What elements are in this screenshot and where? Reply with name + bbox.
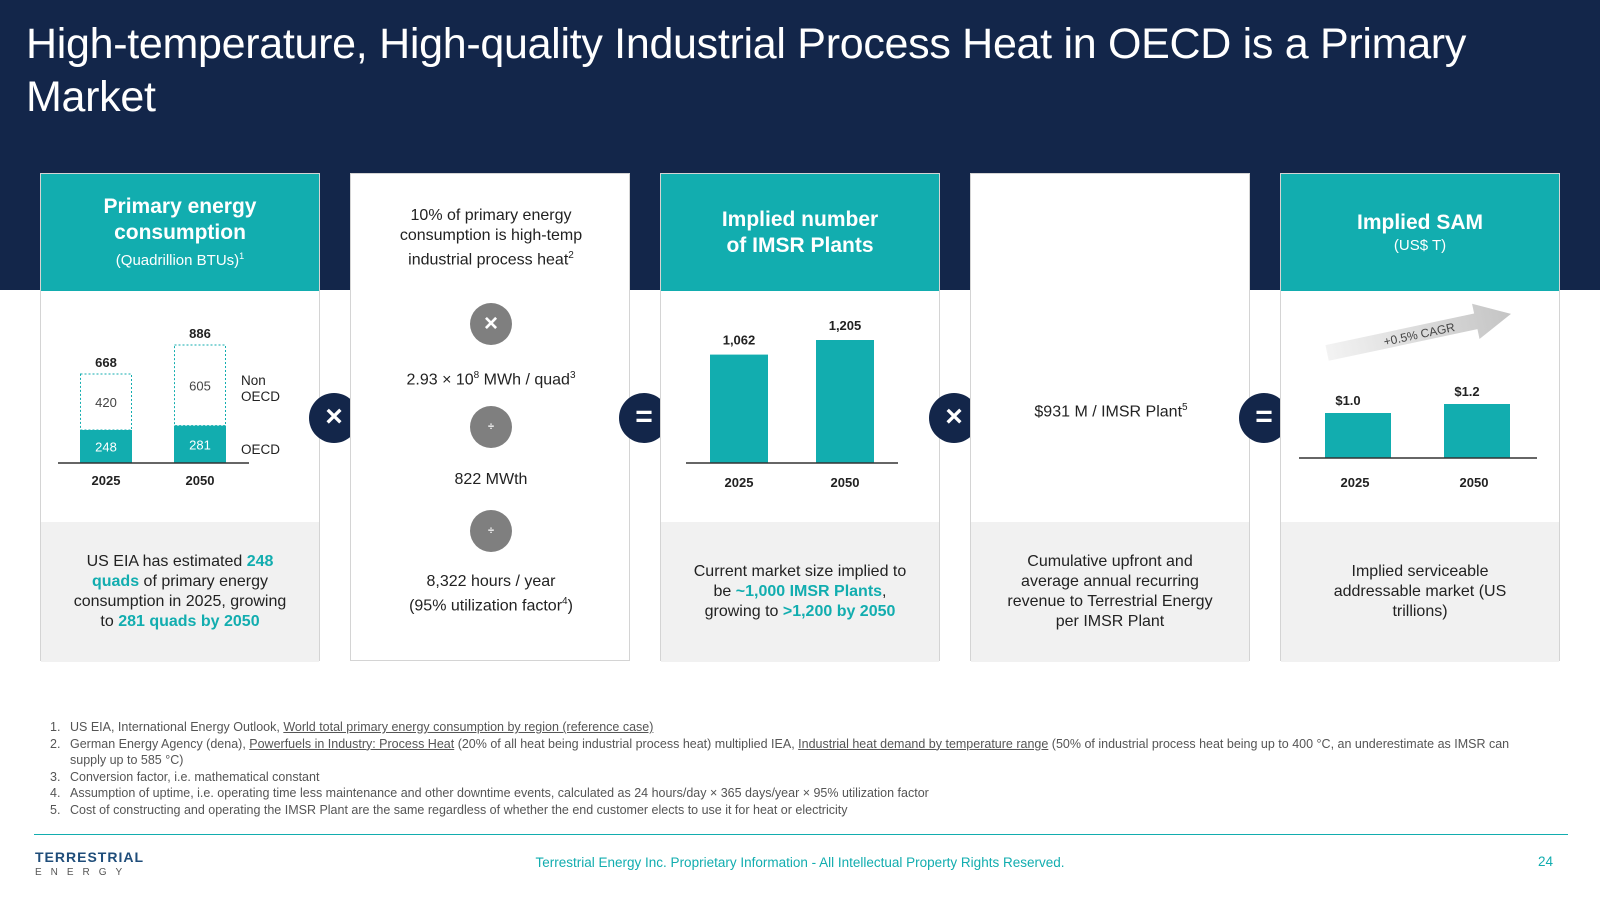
bar [710, 354, 768, 463]
card-header: Implied SAM (US$ T) [1281, 174, 1559, 291]
card-implied-sam: Implied SAM (US$ T) +0.5% CAGR $1.0 2025 $… [1280, 173, 1560, 662]
bar-oecd [80, 429, 132, 463]
legend-non-oecd-1: Non [241, 373, 266, 388]
bar [1325, 413, 1391, 458]
bar-label-oecd: 281 [189, 437, 211, 452]
page-number: 24 [1538, 854, 1554, 869]
x-tick-label: 2025 [1341, 475, 1370, 490]
card-footer: Current market size implied to be ~1,000… [661, 522, 939, 662]
legend-non-oecd-2: OECD [241, 389, 280, 404]
divide-icon: ÷ [470, 510, 512, 552]
bar-label-non-oecd: 420 [95, 395, 117, 410]
footer-divider [34, 834, 1568, 835]
bar-value-label: 1,062 [723, 333, 756, 348]
page-title: High-temperature, High-quality Industria… [26, 20, 1467, 121]
divide-icon: ÷ [470, 406, 512, 448]
bar-label-oecd: 248 [95, 439, 117, 454]
bar-value-label: 1,205 [829, 318, 862, 333]
footnote-link[interactable]: Industrial heat demand by temperature ra… [798, 736, 1049, 751]
footnote-4: 4. Assumption of uptime, i.e. operating t… [50, 786, 929, 801]
plants-chart: 1,062 2025 1,205 2050 [686, 318, 898, 490]
card-heading-2: of IMSR Plants [726, 233, 874, 257]
x-tick-label: 2025 [92, 473, 121, 488]
bar-label-non-oecd: 605 [189, 378, 211, 393]
footnote-5: 5. Cost of constructing and operating the… [50, 802, 848, 817]
x-tick-label: 2050 [1460, 475, 1489, 490]
bar [1444, 404, 1510, 458]
card-process-heat: 10% of primary energy consumption is hig… [350, 173, 630, 661]
card-heading: Implied SAM [1356, 210, 1483, 234]
x-tick-label: 2050 [186, 473, 215, 488]
card-heading-1: Implied number [721, 207, 879, 231]
footnotes: 1. US EIA, International Energy Outlook, … [50, 719, 1510, 819]
conversion-text: 2.93 × 108 MWh / quad3 [406, 370, 576, 389]
hours-text: 8,322 hours / year (95% utilization fact… [409, 573, 573, 615]
card-subheading: (US$ T) [1393, 236, 1447, 254]
company-logo-subtext: ENERGY [35, 867, 132, 878]
proprietary-notice: Terrestrial Energy Inc. Proprietary Info… [535, 855, 1065, 870]
card-subheading: (Quadrillion BTUs)1 [115, 251, 245, 269]
x-tick-label: 2025 [725, 475, 754, 490]
footnote-2: 2. German Energy Agency (dena), Powerfuel… [50, 736, 1510, 768]
bar-value-label: $1.2 [1454, 384, 1479, 399]
bar-oecd [174, 425, 226, 463]
revenue-per-plant-value: $931 M / IMSR Plant5 [1034, 402, 1188, 421]
process-heat-text: 10% of primary energy consumption is hig… [399, 207, 583, 269]
footnote-1: 1. US EIA, International Energy Outlook, … [50, 720, 654, 734]
footnote-3: 3. Conversion factor, i.e. mathematical c… [50, 769, 320, 784]
card-revenue-per-plant: $931 M / IMSR Plant5 Cumulative upfront … [970, 173, 1250, 662]
energy-chart: 248 420 668 2025 281 605 886 2050 Non OECD OECD [58, 326, 280, 488]
x-tick-label: 2050 [831, 475, 860, 490]
footnote-link[interactable]: World total primary energy consumption b… [283, 720, 654, 734]
card-primary-energy: Primary energy consumption (Quadrillion … [40, 173, 320, 662]
card-footer: Cumulative upfront and average annual re… [971, 522, 1249, 662]
bar-value-label: $1.0 [1335, 393, 1360, 408]
plant-capacity-text: 822 MWth [454, 471, 528, 488]
card-header: Implied number of IMSR Plants [661, 174, 939, 291]
cagr-label: +0.5% CAGR [1382, 320, 1456, 349]
sam-chart: +0.5% CAGR $1.0 2025 $1.2 2050 [1299, 303, 1537, 490]
card-header: Primary energy consumption (Quadrillion … [41, 174, 319, 291]
card-footer: Implied serviceable addressable market (… [1281, 522, 1559, 662]
card-imsr-plants: Implied number of IMSR Plants 1,062 2025 1… [660, 173, 940, 662]
bar [816, 340, 874, 463]
footnote-link[interactable]: Powerfuels in Industry: Process Heat [249, 736, 455, 751]
bar-non-oecd [174, 344, 226, 427]
card-footer: US EIA has estimated 248 quads of primar… [41, 522, 319, 662]
cagr-arrow-icon: +0.5% CAGR [1325, 303, 1511, 361]
bar-total-label: 886 [189, 326, 211, 341]
bar-total-label: 668 [95, 355, 117, 370]
bar-non-oecd [80, 373, 132, 431]
company-logo: TERRESTRIAL [35, 849, 144, 865]
multiply-icon: × [470, 303, 512, 345]
card-heading: Primary energy consumption [103, 195, 257, 244]
legend-oecd: OECD [241, 442, 280, 457]
